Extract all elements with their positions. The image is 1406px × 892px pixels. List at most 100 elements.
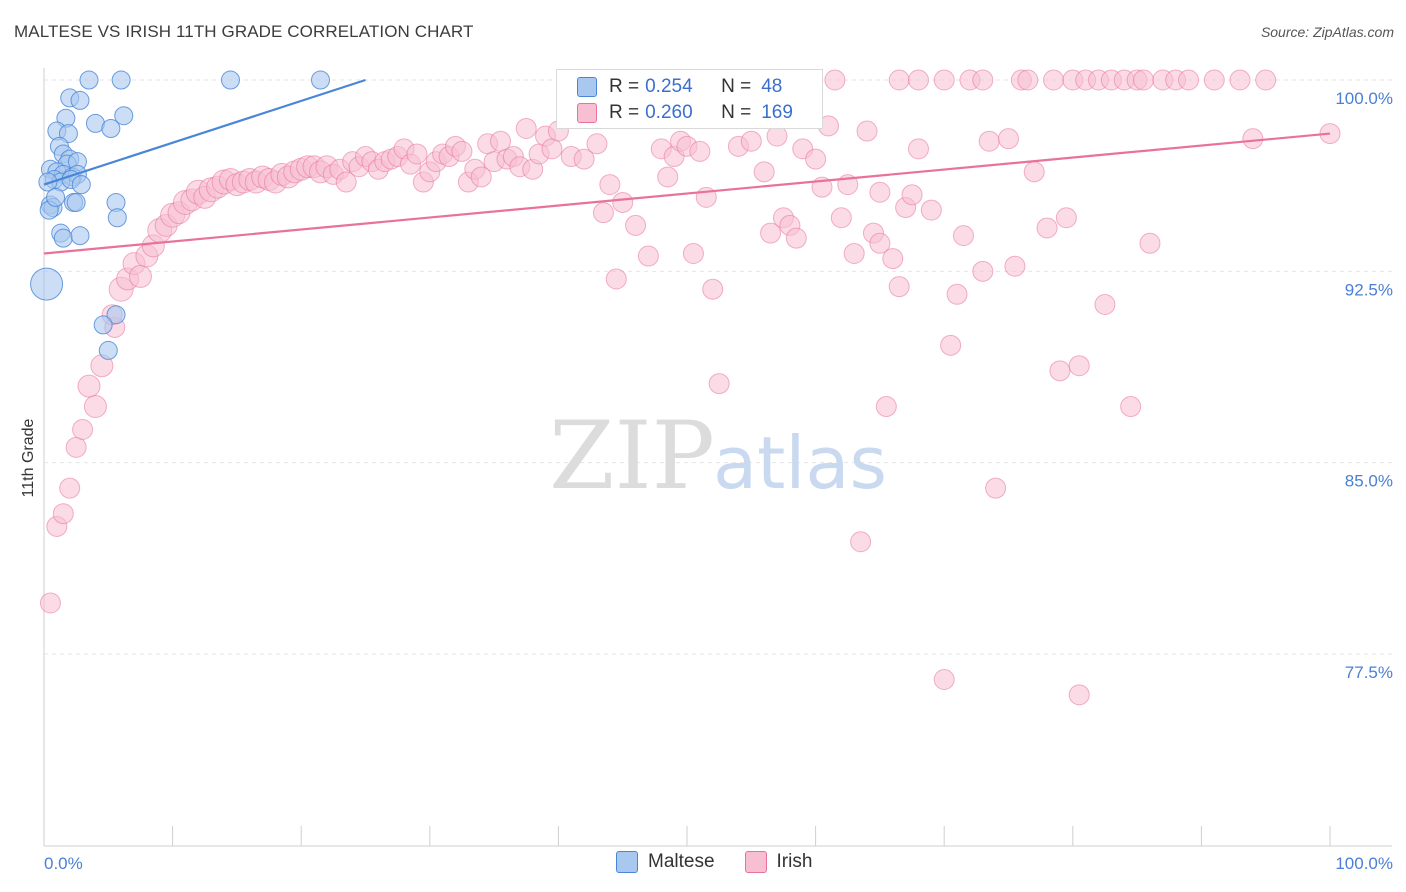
irish-point xyxy=(573,148,595,170)
irish-r-label: R = xyxy=(609,102,640,123)
maltese-point xyxy=(53,228,73,248)
irish-point xyxy=(946,283,968,305)
irish-point xyxy=(901,184,923,206)
irish-point xyxy=(830,207,852,229)
irish-point xyxy=(612,191,634,213)
maltese-point xyxy=(101,118,121,138)
stats-legend: R = 0.254 N = 48 R = 0.260 N = 169 xyxy=(556,69,823,129)
series-legend: Maltese Irish xyxy=(616,851,842,873)
irish-point xyxy=(785,227,807,249)
irish-point xyxy=(740,130,762,152)
maltese-point xyxy=(70,226,90,246)
irish-point xyxy=(59,477,81,499)
irish-point xyxy=(1004,255,1026,277)
irish-point xyxy=(77,374,101,398)
irish-point xyxy=(920,199,942,221)
maltese-trend-line xyxy=(43,78,366,186)
irish-point xyxy=(1049,360,1071,382)
irish-point xyxy=(541,138,563,160)
irish-trend-line xyxy=(43,132,1331,255)
irish-point xyxy=(470,166,492,188)
legend-item-irish: Irish xyxy=(744,851,813,873)
irish-swatch xyxy=(577,103,597,123)
maltese-r-label: R = xyxy=(609,76,640,97)
irish-point xyxy=(985,477,1007,499)
legend-row-irish: R = 0.260 N = 169 xyxy=(577,102,793,124)
irish-point xyxy=(586,133,608,155)
maltese-point xyxy=(93,315,113,335)
legend-maltese-swatch xyxy=(616,851,638,873)
maltese-point xyxy=(310,70,330,90)
maltese-swatch xyxy=(577,77,597,97)
irish-point xyxy=(625,214,647,236)
irish-point xyxy=(657,166,679,188)
legend-irish-label: Irish xyxy=(776,851,813,872)
irish-point xyxy=(637,245,659,267)
irish-point xyxy=(451,140,473,162)
y-tick-label-0: 77.5% xyxy=(1345,663,1393,682)
legend-row-maltese: R = 0.254 N = 48 xyxy=(577,76,782,98)
y-tick-label-3: 100.0% xyxy=(1335,89,1393,108)
maltese-point xyxy=(46,187,66,207)
irish-point xyxy=(952,225,974,247)
irish-point xyxy=(39,592,61,614)
irish-point xyxy=(888,276,910,298)
grid-lines xyxy=(44,79,1392,655)
y-tick-label-1: 85.0% xyxy=(1345,472,1393,491)
maltese-n-label: N = xyxy=(721,76,752,97)
irish-point xyxy=(875,396,897,418)
maltese-point xyxy=(114,106,134,126)
trend-lines xyxy=(43,78,1331,255)
irish-point xyxy=(1203,69,1225,91)
irish-point xyxy=(702,278,724,300)
irish-point xyxy=(972,260,994,282)
irish-point xyxy=(766,125,788,147)
maltese-point xyxy=(79,70,99,90)
source-label: Source: ZipAtlas.com xyxy=(1260,24,1394,40)
irish-point xyxy=(708,373,730,395)
y-tick-labels: 77.5% 85.0% 92.5% 100.0% xyxy=(1335,89,1393,682)
maltese-point xyxy=(70,90,90,110)
irish-point xyxy=(933,669,955,691)
maltese-point xyxy=(38,172,58,192)
maltese-points xyxy=(30,70,330,360)
irish-point xyxy=(83,395,107,419)
irish-point xyxy=(1036,217,1058,239)
chart-title: MALTESE VS IRISH 11TH GRADE CORRELATION … xyxy=(14,22,474,41)
irish-point xyxy=(1120,396,1142,418)
watermark: ZIP atlas xyxy=(549,402,887,511)
irish-point xyxy=(760,222,782,244)
irish-point xyxy=(888,69,910,91)
irish-point xyxy=(592,202,614,224)
irish-point xyxy=(406,143,428,165)
legend-irish-swatch xyxy=(744,851,767,873)
irish-n-label: N = xyxy=(721,102,752,123)
irish-point xyxy=(907,138,929,160)
irish-r-value: 0.260 xyxy=(645,102,693,123)
irish-point xyxy=(605,268,627,290)
irish-point xyxy=(940,334,962,356)
irish-point xyxy=(52,503,74,525)
irish-point xyxy=(1242,128,1264,150)
irish-point xyxy=(682,242,704,264)
irish-point xyxy=(1229,69,1251,91)
irish-point xyxy=(869,232,891,254)
irish-point xyxy=(689,140,711,162)
irish-point xyxy=(335,171,357,193)
irish-point xyxy=(753,161,775,183)
maltese-n-value: 48 xyxy=(761,76,783,97)
x-tick-label-0: 0.0% xyxy=(44,854,83,873)
irish-point xyxy=(1255,69,1277,91)
irish-point xyxy=(972,69,994,91)
maltese-point xyxy=(107,208,127,228)
irish-point xyxy=(1023,161,1045,183)
x-tick-labels: 0.0% 100.0% xyxy=(44,854,1393,873)
irish-points xyxy=(39,69,1341,706)
irish-point xyxy=(907,69,929,91)
axes xyxy=(43,68,1392,847)
irish-point xyxy=(1043,69,1065,91)
irish-point xyxy=(933,69,955,91)
legend-maltese-label: Maltese xyxy=(648,851,715,872)
irish-point xyxy=(128,264,152,288)
